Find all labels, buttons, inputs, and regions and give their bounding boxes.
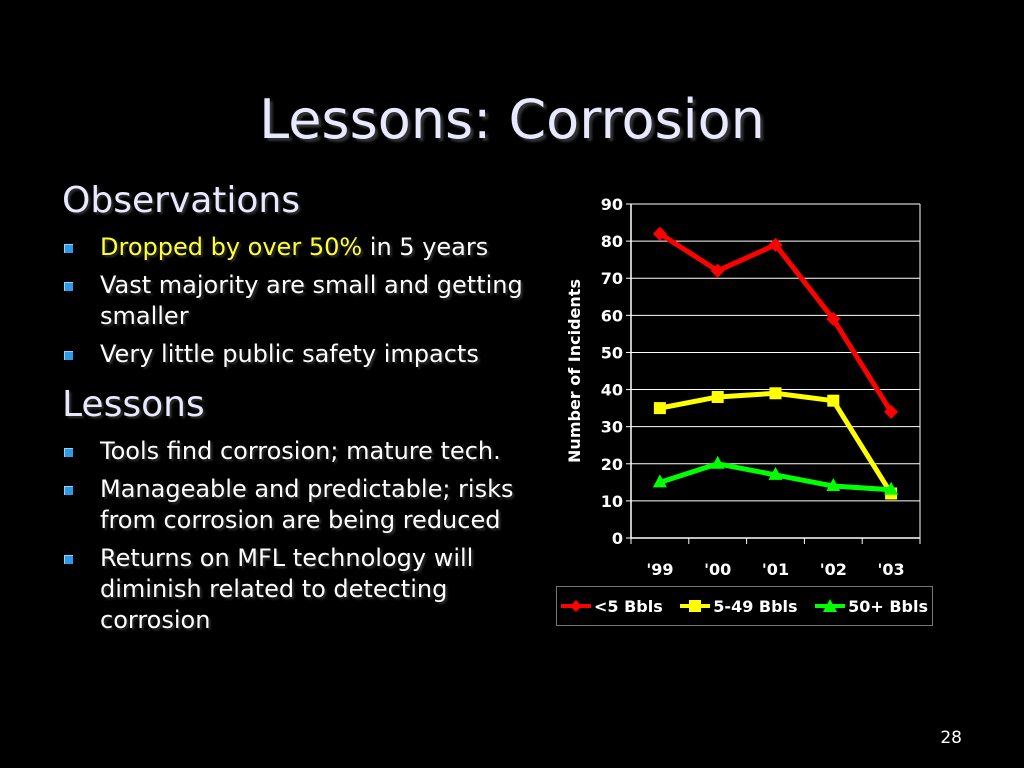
- y-tick-label: 10: [601, 492, 623, 511]
- y-tick-label: 0: [612, 529, 623, 548]
- bullet-text: Very little public safety impacts: [100, 340, 479, 368]
- data-point: [769, 387, 782, 400]
- y-axis-label: Number of Incidents: [565, 279, 584, 463]
- lesson-bullet-3: Returns on MFL technology will diminish …: [62, 543, 552, 636]
- lessons-list: Tools find corrosion; mature tech. Manag…: [62, 436, 552, 643]
- observation-bullet-1: Dropped by over 50% in 5 years: [62, 232, 552, 263]
- y-tick-label: 80: [601, 232, 623, 251]
- lesson-bullet-1: Tools find corrosion; mature tech.: [62, 436, 552, 467]
- incidents-line-chart: 0 10 20 30 40 50 60 70 80 90 '99 '00 '01 '02 '03 Number…: [565, 195, 921, 579]
- legend-key-diamond-icon: [561, 600, 591, 612]
- series-line-1: [658, 231, 894, 414]
- y-tick-label: 40: [601, 381, 623, 400]
- observations-heading: Observations: [62, 180, 300, 221]
- legend-item-3: 50+ Bbls: [815, 597, 928, 616]
- legend-item-1: <5 Bbls: [561, 597, 663, 616]
- data-point: [768, 237, 783, 252]
- data-point: [710, 263, 725, 278]
- chart-legend: <5 Bbls 5-49 Bbls 50+ Bbls: [556, 586, 933, 626]
- data-point: [711, 390, 724, 403]
- legend-label: <5 Bbls: [594, 596, 663, 616]
- x-tick-label: '00: [704, 560, 731, 579]
- data-point: [826, 312, 841, 327]
- highlight-text: Dropped by over 50%: [100, 233, 363, 261]
- data-point: [827, 394, 840, 407]
- data-point: [826, 478, 841, 492]
- legend-key-triangle-icon: [815, 599, 846, 612]
- legend-label: 50+ Bbls: [848, 596, 928, 616]
- data-point: [884, 481, 899, 495]
- observation-bullet-2: Vast majority are small and getting smal…: [62, 270, 552, 332]
- lesson-bullet-2: Manageable and predictable; risks from c…: [62, 474, 552, 536]
- observations-list: Dropped by over 50% in 5 years Vast majo…: [62, 232, 552, 377]
- x-tick-label: '02: [820, 560, 847, 579]
- x-tick-label: '03: [878, 560, 905, 579]
- bullet-text: Returns on MFL technology will diminish …: [100, 544, 474, 634]
- x-tick-label: '99: [646, 560, 673, 579]
- legend-key-square-icon: [680, 600, 711, 612]
- bullet-text: Vast majority are small and getting smal…: [100, 271, 523, 330]
- y-tick-label: 20: [601, 455, 623, 474]
- page-number: 28: [940, 728, 962, 748]
- y-tick-label: 90: [601, 195, 623, 214]
- y-tick-label: 50: [601, 343, 623, 362]
- bullet-text: Manageable and predictable; risks from c…: [100, 475, 514, 534]
- slide-title: Lessons: Corrosion: [259, 88, 765, 151]
- y-tick-label: 30: [601, 418, 623, 437]
- legend-label: 5-49 Bbls: [713, 596, 798, 616]
- observation-bullet-3: Very little public safety impacts: [62, 339, 552, 370]
- data-point: [653, 402, 666, 415]
- bullet-text: in 5 years: [362, 233, 489, 261]
- bullet-text: Tools find corrosion; mature tech.: [100, 437, 501, 465]
- legend-item-2: 5-49 Bbls: [680, 596, 798, 616]
- y-tick-label: 60: [601, 306, 623, 325]
- data-point: [652, 474, 667, 488]
- data-point: [768, 466, 783, 480]
- data-point: [652, 226, 667, 241]
- x-tick-label: '01: [762, 560, 789, 579]
- data-point: [884, 404, 899, 419]
- data-point: [710, 455, 725, 469]
- y-tick-label: 70: [601, 269, 623, 288]
- lessons-heading: Lessons: [62, 384, 205, 425]
